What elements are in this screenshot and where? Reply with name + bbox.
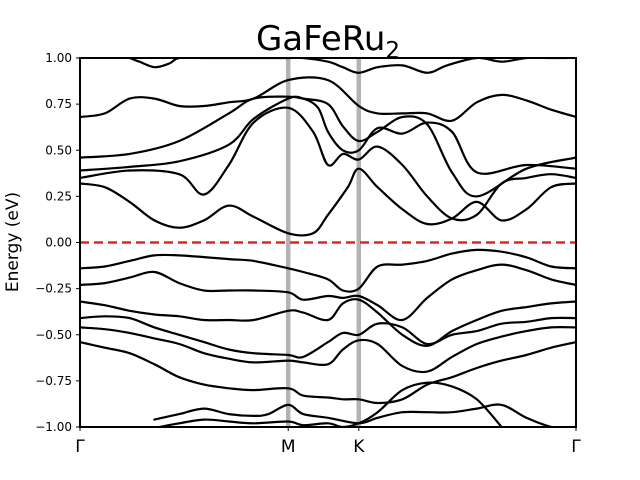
band-8 xyxy=(80,263,576,322)
band-10 xyxy=(80,315,576,359)
band-6 xyxy=(128,58,568,74)
y-tick-label: 0.50 xyxy=(45,143,72,157)
y-tick-label: −0.75 xyxy=(35,374,72,388)
band-14 xyxy=(158,381,503,427)
y-axis-label: Energy (eV) xyxy=(3,192,23,292)
y-tick-label: 0.00 xyxy=(45,236,72,250)
band-3 xyxy=(80,95,576,175)
band-5 xyxy=(80,76,576,123)
kpoint-label-3: Γ xyxy=(571,437,581,457)
y-tick-label: −1.00 xyxy=(35,420,72,434)
kpoint-label-2: K xyxy=(353,437,365,457)
plot-frame xyxy=(79,57,577,428)
band-11 xyxy=(80,326,576,374)
y-axis: −1.00 −0.75 −0.50 −0.25 0.00 0.25 0.50 0.75 1.00 xyxy=(35,51,80,434)
band-9 xyxy=(80,298,576,347)
kpath-vertical-lines xyxy=(285,58,362,427)
kpoint-label-0: Γ xyxy=(75,437,85,457)
band-12 xyxy=(80,341,576,405)
y-tick-label: −0.50 xyxy=(35,328,72,342)
y-tick-label: −0.25 xyxy=(35,282,72,296)
band-7 xyxy=(80,248,576,293)
band-4 xyxy=(80,95,576,198)
kpoint-label-1: M xyxy=(281,437,296,457)
y-tick-label: 1.00 xyxy=(45,51,72,65)
y-tick-label: 0.75 xyxy=(45,97,72,111)
band-lines xyxy=(80,58,576,427)
band-1 xyxy=(80,167,576,237)
y-tick-label: 0.25 xyxy=(45,189,72,203)
